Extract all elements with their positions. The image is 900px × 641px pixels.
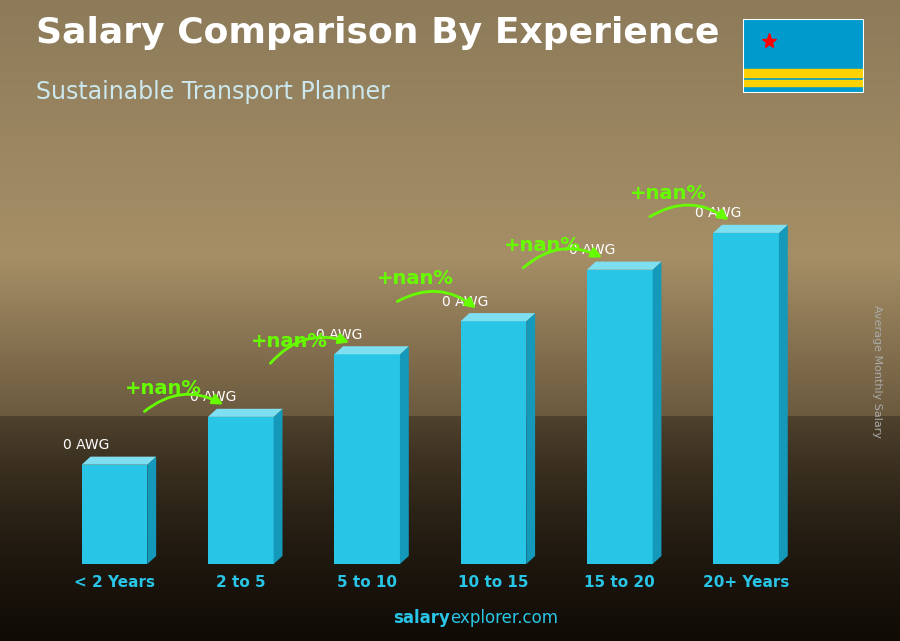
- Text: 0 AWG: 0 AWG: [569, 243, 615, 257]
- Text: +nan%: +nan%: [124, 379, 202, 399]
- Bar: [334, 354, 400, 564]
- Polygon shape: [587, 262, 662, 270]
- Text: +nan%: +nan%: [630, 185, 707, 203]
- Text: 0 AWG: 0 AWG: [316, 328, 363, 342]
- Text: explorer.com: explorer.com: [450, 609, 558, 627]
- Polygon shape: [334, 346, 409, 354]
- Polygon shape: [148, 456, 157, 564]
- Text: 0 AWG: 0 AWG: [190, 390, 236, 404]
- Polygon shape: [652, 262, 662, 564]
- Bar: [713, 233, 778, 564]
- Polygon shape: [526, 313, 536, 564]
- Text: +nan%: +nan%: [503, 236, 580, 255]
- Text: Average Monthly Salary: Average Monthly Salary: [872, 305, 883, 438]
- Bar: [742, 80, 864, 86]
- Text: 0 AWG: 0 AWG: [63, 438, 110, 452]
- Polygon shape: [400, 346, 409, 564]
- Polygon shape: [82, 456, 157, 465]
- Text: Sustainable Transport Planner: Sustainable Transport Planner: [36, 80, 390, 104]
- Text: salary: salary: [393, 609, 450, 627]
- Polygon shape: [274, 409, 283, 564]
- Polygon shape: [713, 225, 788, 233]
- Bar: [208, 417, 274, 564]
- Text: 0 AWG: 0 AWG: [442, 295, 489, 309]
- Text: +nan%: +nan%: [377, 269, 454, 288]
- Polygon shape: [461, 313, 536, 321]
- Bar: [461, 321, 526, 564]
- Bar: [82, 465, 148, 564]
- Bar: [742, 69, 864, 77]
- Text: Salary Comparison By Experience: Salary Comparison By Experience: [36, 16, 719, 50]
- Text: 0 AWG: 0 AWG: [695, 206, 742, 221]
- Polygon shape: [778, 225, 788, 564]
- Text: +nan%: +nan%: [251, 331, 328, 351]
- Bar: [587, 270, 652, 564]
- Polygon shape: [208, 409, 283, 417]
